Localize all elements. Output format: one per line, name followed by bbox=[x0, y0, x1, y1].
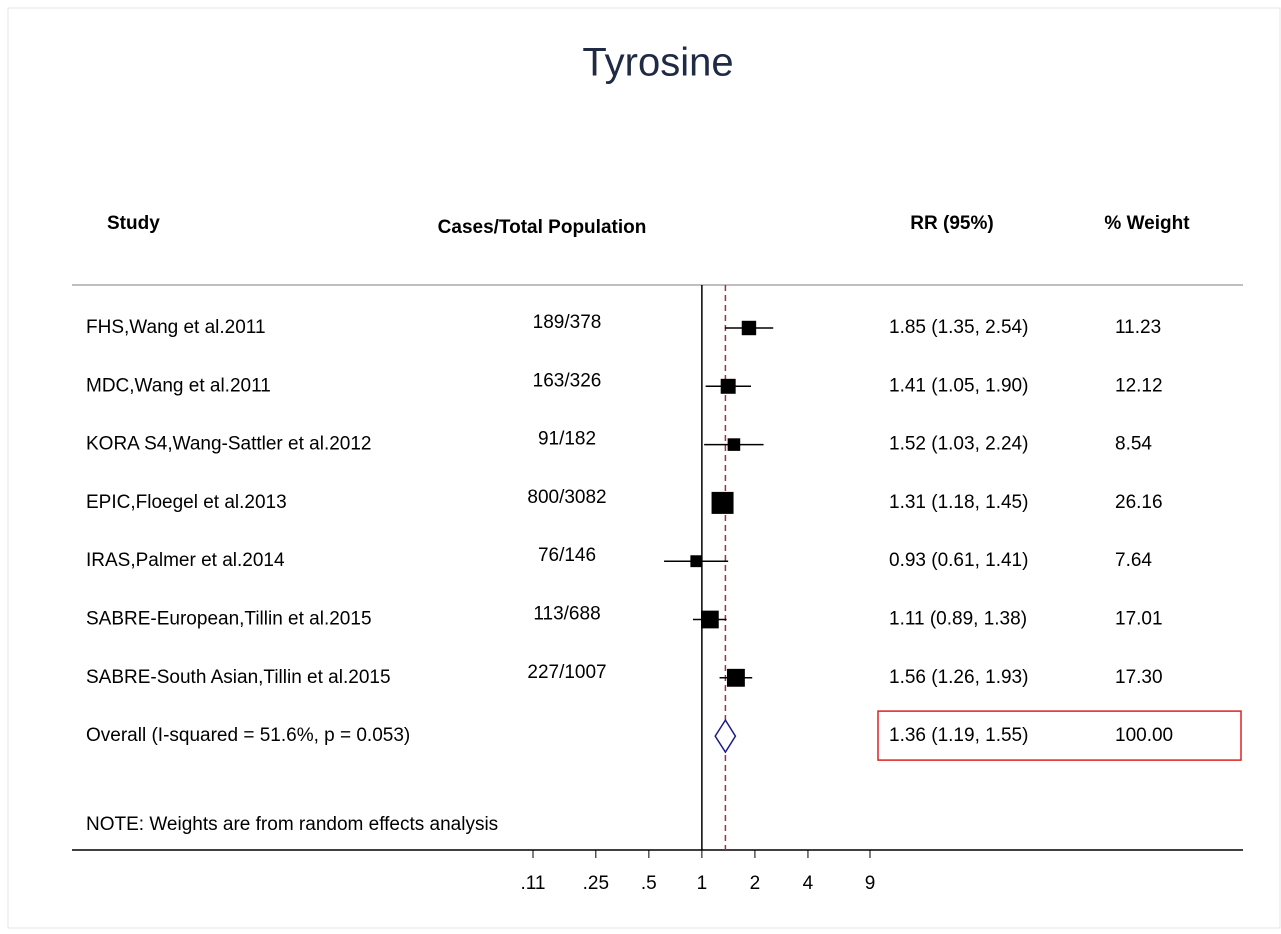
cases-label: 76/146 bbox=[538, 545, 596, 566]
weight-label: 17.01 bbox=[1115, 609, 1163, 630]
rr-header: RR (95%) bbox=[910, 213, 993, 234]
x-tick-label: 2 bbox=[750, 873, 761, 894]
x-tick-label: .25 bbox=[583, 873, 609, 894]
note: NOTE: Weights are from random effects an… bbox=[86, 814, 498, 835]
cases-label: 227/1007 bbox=[527, 662, 606, 683]
x-tick-label: 1 bbox=[697, 873, 708, 894]
weight-box bbox=[701, 610, 719, 629]
study-label: MDC,Wang et al.2011 bbox=[86, 375, 271, 396]
weight-box bbox=[720, 378, 736, 394]
weight-label: 11.23 bbox=[1115, 317, 1161, 338]
rr-label: 0.93 (0.61, 1.41) bbox=[889, 550, 1028, 571]
x-tick-label: .11 bbox=[520, 873, 545, 894]
overall-weight-label: 100.00 bbox=[1115, 725, 1173, 746]
study-label: FHS,Wang et al.2011 bbox=[86, 317, 266, 338]
rr-label: 1.56 (1.26, 1.93) bbox=[889, 667, 1028, 688]
rr-label: 1.31 (1.18, 1.45) bbox=[889, 492, 1028, 513]
weight-label: 7.64 bbox=[1115, 550, 1152, 571]
frame bbox=[7, 7, 1281, 929]
weight-label: 12.12 bbox=[1115, 375, 1163, 396]
study-label: EPIC,Floegel et al.2013 bbox=[86, 492, 287, 513]
cases-header: Cases/Total Population bbox=[438, 217, 647, 238]
overall-rr-label: 1.36 (1.19, 1.55) bbox=[889, 725, 1028, 746]
weight-box bbox=[711, 491, 734, 514]
overall-diamond bbox=[714, 718, 737, 754]
weight-box bbox=[726, 668, 745, 687]
chart-title: Tyrosine bbox=[582, 41, 733, 85]
cases-label: 91/182 bbox=[538, 429, 596, 450]
weight-box bbox=[727, 438, 741, 451]
weight-label: 17.30 bbox=[1115, 667, 1163, 688]
rr-label: 1.41 (1.05, 1.90) bbox=[889, 375, 1028, 396]
weight-box bbox=[690, 555, 703, 568]
weight-label: 8.54 bbox=[1115, 434, 1152, 455]
cases-label: 163/326 bbox=[533, 370, 602, 391]
cases-label: 113/688 bbox=[533, 604, 600, 625]
study-label: KORA S4,Wang-Sattler et al.2012 bbox=[86, 434, 372, 455]
weight-box bbox=[741, 320, 757, 336]
study-label: IRAS,Palmer et al.2014 bbox=[86, 550, 285, 571]
weight-label: 26.16 bbox=[1115, 492, 1163, 513]
x-tick-label: 9 bbox=[865, 873, 876, 894]
study-label: SABRE-South Asian,Tillin et al.2015 bbox=[86, 667, 391, 688]
weight-header: % Weight bbox=[1104, 213, 1190, 234]
study-header: Study bbox=[107, 213, 160, 234]
cases-label: 800/3082 bbox=[527, 487, 606, 508]
overall-label: Overall (I-squared = 51.6%, p = 0.053) bbox=[86, 725, 410, 746]
rr-label: 1.52 (1.03, 2.24) bbox=[889, 434, 1028, 455]
x-tick-label: 4 bbox=[803, 873, 814, 894]
rr-label: 1.85 (1.35, 2.54) bbox=[889, 317, 1028, 338]
x-tick-label: .5 bbox=[641, 873, 657, 894]
highlight-box bbox=[877, 710, 1242, 761]
cases-label: 189/378 bbox=[533, 312, 602, 333]
study-label: SABRE-European,Tillin et al.2015 bbox=[86, 609, 372, 630]
rr-label: 1.11 (0.89, 1.38) bbox=[889, 609, 1027, 630]
